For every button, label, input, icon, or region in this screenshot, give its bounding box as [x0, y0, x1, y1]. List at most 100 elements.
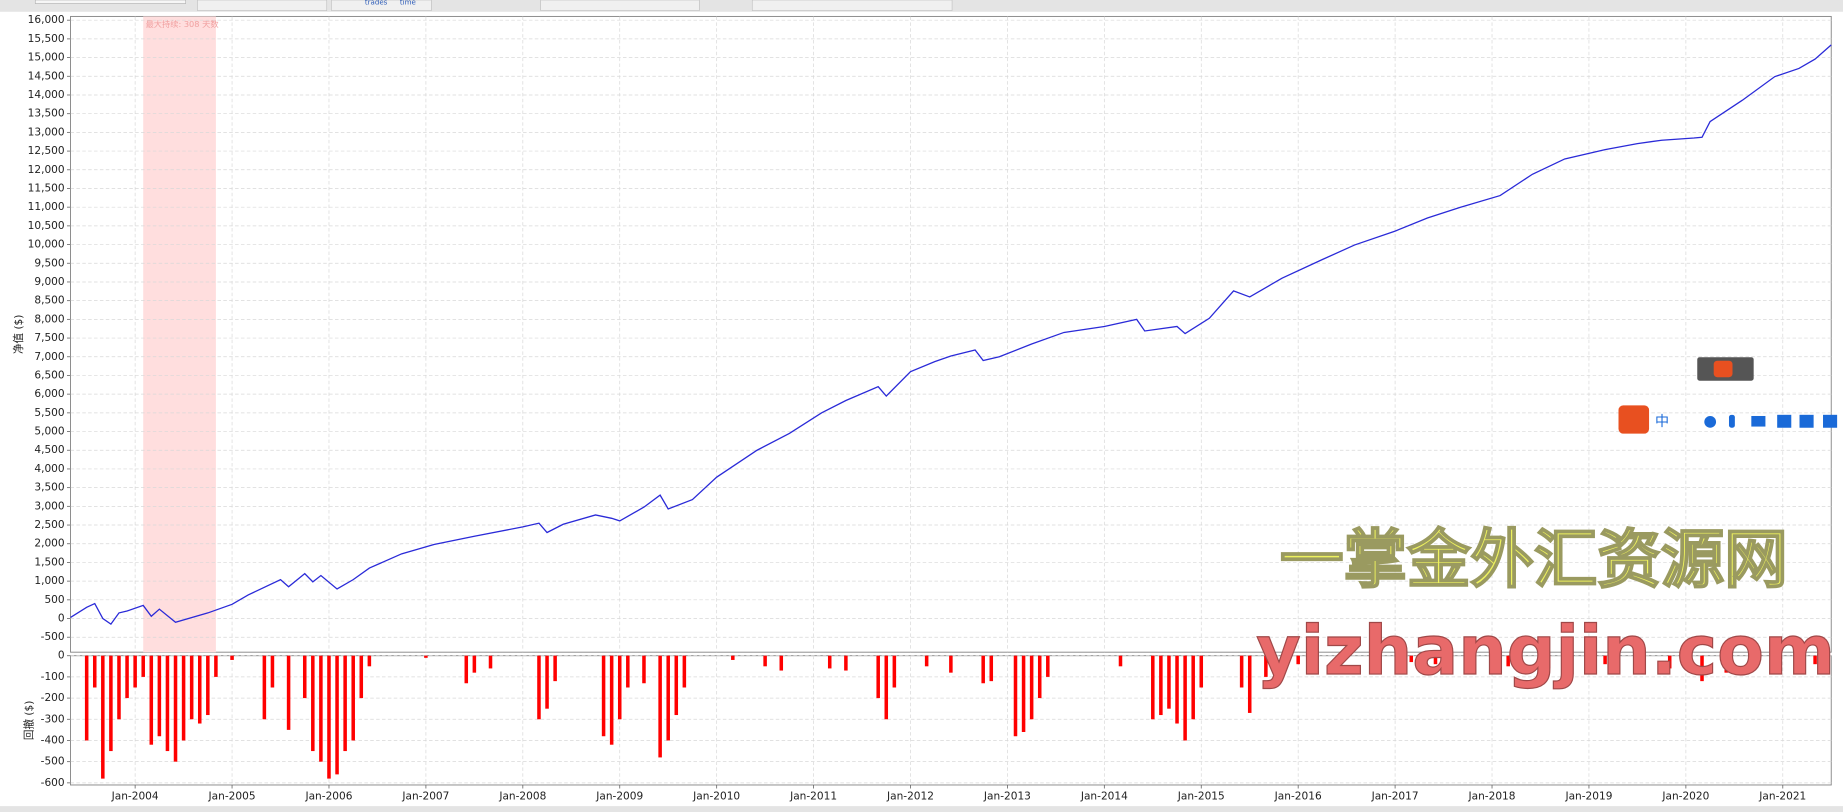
toolbar-label[interactable]: trades [365, 0, 388, 6]
ime-logo[interactable] [1618, 405, 1650, 434]
drawdown-bar [1159, 655, 1163, 716]
x-tick-label: Jan-2007 [401, 791, 449, 803]
ime-icon[interactable] [1728, 414, 1735, 428]
y-tick-label: 14,500 [28, 70, 65, 82]
x-tick-label: Jan-2016 [1274, 791, 1322, 803]
x-tick-label: Jan-2014 [1080, 791, 1128, 803]
y-tick-label: -400 [41, 734, 65, 746]
ime-mode[interactable]: 中 [1655, 414, 1669, 430]
drawdown-bar [1021, 655, 1026, 732]
toolbar-label[interactable]: time [400, 0, 416, 6]
x-tick-label: Jan-2009 [595, 791, 643, 803]
drawdown-bar [1037, 655, 1042, 699]
drawdown-bar [286, 655, 291, 730]
y-tick-label: -500 [41, 756, 65, 768]
drawdown-bar [1506, 655, 1510, 667]
ime-icon[interactable] [1777, 414, 1792, 428]
toolbar-button[interactable] [751, 0, 953, 11]
drawdown-bar [157, 655, 162, 737]
drawdown-bar [731, 655, 735, 660]
plot-background [70, 15, 1832, 786]
drawdown-bar [1772, 655, 1777, 667]
drawdown-bar [117, 655, 121, 720]
drawdown-bar [1167, 655, 1171, 709]
y-tick-label: 14,000 [28, 89, 65, 101]
y-tick-label: 10,500 [28, 220, 65, 232]
y-tick-label: 0 [58, 613, 65, 625]
drawdown-bar [1191, 655, 1195, 720]
drawdown-bar [1433, 655, 1438, 665]
drawdown-bar [1151, 655, 1155, 720]
toolbar-button[interactable] [197, 0, 328, 11]
drawdown-bar [181, 655, 186, 741]
equity-line [70, 44, 1832, 626]
drawdown-bar [1013, 655, 1018, 737]
drawdown-bar [989, 655, 994, 682]
toolbar-button[interactable] [540, 0, 700, 11]
drawdown-bar [1118, 655, 1123, 667]
x-tick-label: Jan-2021 [1758, 791, 1806, 803]
drawdown-bar [149, 655, 154, 745]
drawdown-bar [537, 655, 541, 720]
y-axis-label: 回撤 ($) [22, 701, 35, 740]
drawdown-bar [1724, 655, 1729, 673]
y-tick-label: 11,500 [28, 182, 65, 194]
y-tick-label: -300 [41, 713, 65, 725]
drawdown-bar [981, 655, 985, 684]
drawdown-bar [779, 655, 784, 671]
drawdown-bar [262, 655, 267, 720]
toolbar-field[interactable] [34, 0, 187, 4]
drawdown-bar [1336, 655, 1341, 669]
drawdown-bar [327, 655, 331, 779]
plot-content: 最大持续: 308 天数 -500 0 500 1,000 1,500 2,000 2,500… [12, 14, 1832, 803]
y-tick-label: 3,000 [34, 500, 65, 512]
drawdown-bar [658, 655, 662, 758]
y-tick-label: 10,000 [28, 239, 65, 251]
drawdown-bar [827, 655, 832, 669]
drawdown-bar [1264, 655, 1268, 677]
x-tick-label: Jan-2020 [1661, 791, 1709, 803]
drawdown-bar [1667, 655, 1672, 669]
drawdown-bar [141, 655, 145, 677]
ime-icon[interactable] [1751, 415, 1766, 427]
ime-icon[interactable] [1823, 414, 1838, 428]
y-tick-label: 3,500 [34, 482, 65, 494]
y-tick-label: 7,500 [34, 332, 65, 344]
ime-icon[interactable] [1704, 415, 1717, 428]
y-tick-label: 7,000 [34, 351, 65, 363]
y-tick-label: 2,000 [34, 538, 65, 550]
drawdown-bar [319, 655, 323, 762]
ime-icon[interactable] [1799, 414, 1814, 428]
drawdown-bar [674, 655, 679, 716]
drawdown-bar [189, 655, 194, 720]
x-tick-label: Jan-2018 [1468, 791, 1516, 803]
drawdown-bar [302, 655, 307, 699]
y-tick-label: 15,500 [28, 33, 65, 45]
y-tick-label: 11,000 [28, 201, 65, 213]
drawdown-bar [133, 655, 137, 688]
y-tick-label: 12,000 [28, 164, 65, 176]
drawdown-bar [1635, 655, 1640, 667]
y-tick-label: 1,500 [34, 556, 65, 568]
drawdown-bar [545, 655, 549, 709]
drawdown-bar [173, 655, 178, 762]
y-tick-label: -100 [41, 671, 65, 683]
y-axis-label: 净值 ($) [12, 315, 25, 354]
drawdown-bar [1296, 655, 1300, 665]
drawdown-bar [601, 655, 606, 737]
y-tick-label: 4,500 [34, 444, 65, 456]
toolbar-button[interactable] [331, 0, 432, 11]
drawdown-bar [351, 655, 355, 741]
drawdown-bar [763, 655, 767, 667]
drawdown-bar [1029, 655, 1034, 720]
ime-logo[interactable] [1713, 360, 1733, 378]
x-tick-label: Jan-2008 [498, 791, 546, 803]
y-tick-label: -500 [41, 631, 65, 643]
y-tick-label: 6,500 [34, 369, 65, 381]
watermark-url: yizhangjin.com [1256, 612, 1835, 691]
drawdown-bar [884, 655, 889, 720]
x-tick-label: Jan-2015 [1177, 791, 1225, 803]
drawdown-bar [367, 655, 372, 667]
y-tick-label: 9,000 [34, 276, 65, 288]
